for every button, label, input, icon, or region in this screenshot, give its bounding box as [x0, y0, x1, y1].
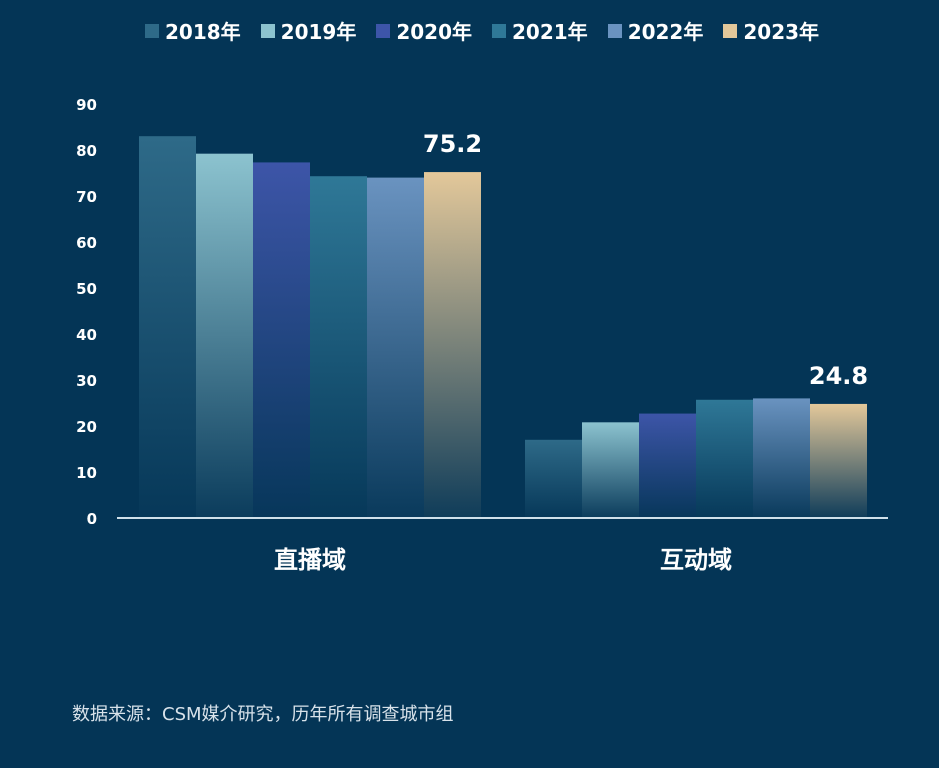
data-label: 75.2 — [423, 130, 482, 158]
legend-label: 2021年 — [512, 20, 588, 44]
y-tick-label: 50 — [76, 280, 97, 298]
y-tick-label: 30 — [76, 372, 97, 390]
legend-label: 2020年 — [396, 20, 473, 44]
legend-item: 2023年 — [723, 16, 819, 45]
legend-label: 2023年 — [743, 20, 820, 44]
legend-swatch — [376, 23, 391, 38]
y-tick-label: 0 — [87, 510, 97, 528]
legend-swatch — [492, 23, 507, 38]
legend-item: 2018年 — [145, 16, 241, 45]
y-tick-label: 20 — [76, 418, 97, 436]
bar — [753, 398, 810, 518]
legend-swatch — [723, 23, 738, 38]
y-tick-label: 70 — [76, 188, 97, 206]
y-tick-label: 40 — [76, 326, 97, 344]
bar — [582, 422, 639, 518]
chart-legend: 2018年 2019年 2020年 2021年 2022年 2023年 — [145, 16, 839, 45]
bar — [696, 399, 753, 518]
legend-swatch — [260, 23, 275, 38]
legend-item: 2019年 — [260, 16, 357, 45]
x-category-label: 互动域 — [660, 546, 732, 574]
legend-item: 2021年 — [492, 16, 588, 45]
y-tick-label: 90 — [76, 96, 97, 114]
bar — [810, 403, 867, 518]
bar — [139, 136, 196, 518]
bar-group — [139, 136, 867, 519]
y-axis: 0 10 20 30 40 50 60 70 80 90 — [76, 96, 97, 528]
data-label: 24.8 — [809, 362, 868, 390]
y-tick-label: 10 — [76, 464, 97, 482]
bar — [639, 413, 696, 518]
bar — [424, 172, 481, 518]
data-labels: 75.2 24.8 — [423, 130, 868, 390]
x-axis: 直播域 互动域 — [274, 546, 732, 574]
legend-item: 2020年 — [376, 16, 472, 45]
bar — [525, 439, 582, 518]
legend-swatch — [145, 23, 159, 38]
source-note: 数据来源：CSM媒介研究，历年所有调查城市组 — [72, 704, 454, 725]
bar — [367, 177, 424, 518]
legend-label: 2019年 — [280, 20, 357, 44]
legend-label: 2022年 — [627, 20, 704, 44]
bar — [310, 176, 367, 518]
legend-swatch — [607, 23, 622, 38]
bar — [253, 162, 310, 519]
legend-label: 2018年 — [165, 20, 241, 44]
y-tick-label: 60 — [76, 234, 97, 252]
x-category-label: 直播域 — [274, 546, 346, 574]
bar — [196, 153, 253, 518]
legend-item: 2022年 — [607, 16, 704, 45]
y-tick-label: 80 — [76, 142, 97, 160]
